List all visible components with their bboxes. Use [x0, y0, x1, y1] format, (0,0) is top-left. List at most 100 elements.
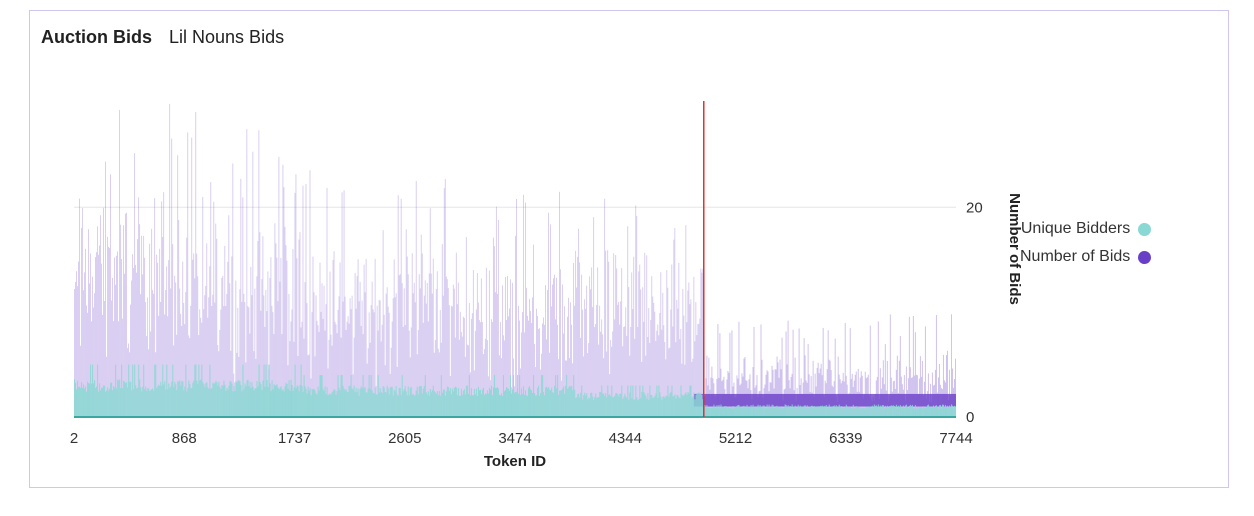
legend-item-number-of-bids[interactable]: Number of Bids: [1020, 243, 1152, 271]
legend-item-unique-bidders[interactable]: Unique Bidders: [1020, 215, 1152, 243]
bar-number-of-bids: [450, 305, 452, 417]
bar-number-of-bids: [535, 367, 536, 417]
bar-number-of-bids: [948, 369, 950, 417]
bar-number-of-bids: [95, 257, 96, 417]
bar-number-of-bids: [180, 313, 182, 417]
bar-unique-bidders: [634, 399, 636, 417]
bar-unique-bidders: [350, 375, 352, 417]
bar-unique-bidders: [726, 408, 728, 417]
bar-unique-bidders: [649, 385, 651, 417]
bar-unique-bidders: [641, 391, 643, 417]
bar-number-of-bids: [507, 316, 509, 417]
bar-unique-bidders: [371, 390, 373, 417]
bar-number-of-bids: [803, 338, 805, 417]
bar-unique-bidders: [510, 393, 513, 417]
bar-number-of-bids: [621, 268, 623, 417]
bar-unique-bidders: [859, 408, 861, 417]
bar-unique-bidders: [185, 364, 187, 417]
bar-unique-bidders: [359, 388, 361, 417]
bar-unique-bidders: [597, 397, 599, 417]
bar-unique-bidders: [109, 388, 111, 417]
bar-number-of-bids: [501, 285, 503, 417]
bar-unique-bidders: [771, 404, 773, 417]
bar-unique-bidders: [921, 408, 923, 417]
bar-unique-bidders: [179, 380, 181, 417]
bar-unique-bidders: [214, 382, 216, 417]
bar-number-of-bids: [436, 271, 438, 417]
bar-unique-bidders: [934, 405, 937, 417]
bar-unique-bidders: [99, 383, 101, 417]
bar-unique-bidders: [295, 388, 297, 417]
bar-number-of-bids: [485, 267, 487, 417]
bar-number-of-bids: [519, 320, 520, 417]
bar-unique-bidders: [562, 388, 564, 417]
bar-unique-bidders: [506, 388, 509, 417]
bar-number-of-bids: [357, 259, 359, 417]
bar-number-of-bids: [214, 302, 216, 417]
bar-unique-bidders: [745, 407, 747, 417]
bar-unique-bidders: [250, 388, 252, 417]
bar-number-of-bids: [367, 348, 369, 417]
bar-unique-bidders: [192, 382, 194, 417]
bar-unique-bidders: [749, 406, 751, 417]
bar-number-of-bids: [336, 333, 338, 417]
bar-unique-bidders: [566, 375, 568, 417]
bar-unique-bidders: [750, 405, 752, 417]
bar-unique-bidders: [862, 407, 864, 417]
bar-unique-bidders: [873, 404, 875, 417]
bar-unique-bidders: [352, 389, 354, 417]
bar-unique-bidders: [112, 390, 114, 417]
bar-number-of-bids: [284, 226, 286, 417]
bar-unique-bidders: [420, 385, 422, 417]
bar-unique-bidders: [414, 394, 416, 417]
bar-number-of-bids: [660, 272, 662, 417]
bar-unique-bidders: [721, 406, 723, 417]
bar-unique-bidders: [728, 407, 730, 417]
bar-number-of-bids: [677, 308, 679, 417]
bar-unique-bidders: [188, 380, 190, 417]
bar-number-of-bids: [415, 181, 417, 417]
bar-unique-bidders: [743, 405, 745, 417]
bar-unique-bidders: [688, 393, 690, 417]
bar-unique-bidders: [623, 397, 625, 417]
bar-number-of-bids: [359, 281, 361, 417]
bar-number-of-bids: [166, 266, 168, 417]
bar-unique-bidders: [81, 382, 83, 417]
bar-number-of-bids: [151, 228, 153, 417]
bar-number-of-bids: [699, 318, 701, 417]
bar-unique-bidders: [540, 393, 542, 417]
bar-number-of-bids: [460, 331, 462, 417]
bar-unique-bidders: [309, 388, 311, 417]
legend-label: Unique Bidders: [1020, 220, 1131, 237]
bar-unique-bidders: [120, 387, 122, 417]
bar-unique-bidders: [449, 388, 451, 417]
bar-number-of-bids: [189, 338, 191, 417]
bar-unique-bidders: [83, 384, 85, 417]
bar-unique-bidders: [304, 386, 306, 417]
bar-unique-bidders: [582, 399, 584, 417]
bar-unique-bidders: [625, 396, 627, 417]
bar-unique-bidders: [794, 405, 796, 417]
bar-number-of-bids: [164, 314, 166, 417]
bar-number-of-bids: [680, 328, 682, 417]
bar-number-of-bids: [559, 191, 561, 417]
bar-unique-bidders: [501, 395, 504, 417]
bar-unique-bidders: [538, 385, 540, 417]
bar-number-of-bids: [373, 312, 375, 417]
bar-number-of-bids: [266, 311, 268, 417]
bar-unique-bidders: [856, 406, 858, 417]
bar-number-of-bids: [161, 201, 163, 417]
bar-number-of-bids: [295, 174, 297, 417]
bar-number-of-bids: [479, 322, 481, 417]
bar-number-of-bids: [606, 351, 608, 417]
bar-unique-bidders: [705, 407, 707, 417]
bar-unique-bidders: [739, 406, 741, 417]
bar-unique-bidders: [435, 393, 437, 417]
bar-unique-bidders: [826, 408, 828, 417]
bar-unique-bidders: [830, 406, 832, 417]
bar-unique-bidders: [344, 390, 346, 417]
bar-number-of-bids: [697, 324, 699, 417]
bar-unique-bidders: [453, 387, 455, 417]
bar-number-of-bids: [106, 356, 107, 417]
bar-unique-bidders: [639, 385, 641, 417]
